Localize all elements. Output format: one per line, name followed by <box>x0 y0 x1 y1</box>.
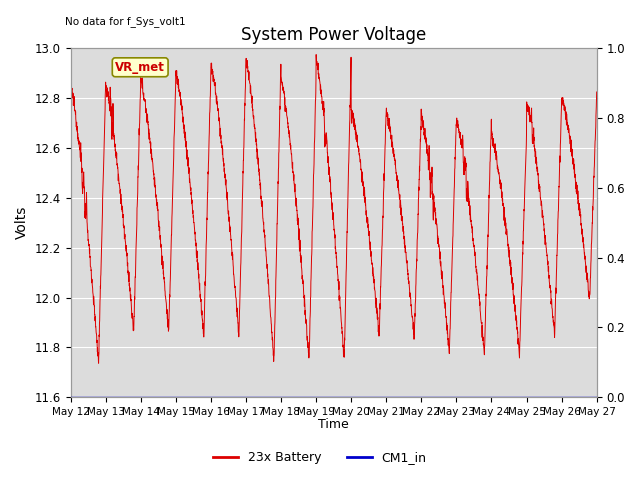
Y-axis label: Volts: Volts <box>15 206 29 240</box>
Legend: 23x Battery, CM1_in: 23x Battery, CM1_in <box>208 446 432 469</box>
Text: No data for f_Sys_volt1: No data for f_Sys_volt1 <box>65 16 186 27</box>
Title: System Power Voltage: System Power Voltage <box>241 26 426 44</box>
X-axis label: Time: Time <box>318 419 349 432</box>
Text: VR_met: VR_met <box>115 61 165 74</box>
